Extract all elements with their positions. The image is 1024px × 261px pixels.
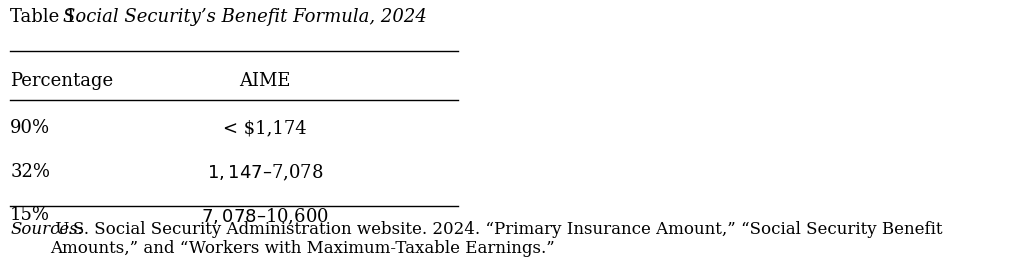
Text: 32%: 32%	[10, 163, 50, 181]
Text: $7,078 – $10,600: $7,078 – $10,600	[201, 206, 329, 227]
Text: AIME: AIME	[239, 72, 291, 90]
Text: $1,147 – $7,078: $1,147 – $7,078	[207, 163, 323, 183]
Text: Sources:: Sources:	[10, 221, 84, 238]
Text: U.S. Social Security Administration website. 2024. “Primary Insurance Amount,” “: U.S. Social Security Administration webs…	[50, 221, 943, 257]
Text: Social Security’s Benefit Formula, 2024: Social Security’s Benefit Formula, 2024	[63, 8, 427, 26]
Text: 15%: 15%	[10, 206, 50, 224]
Text: < $1,174: < $1,174	[223, 119, 306, 137]
Text: Percentage: Percentage	[10, 72, 114, 90]
Text: Table 1.: Table 1.	[10, 8, 88, 26]
Text: 90%: 90%	[10, 119, 50, 137]
